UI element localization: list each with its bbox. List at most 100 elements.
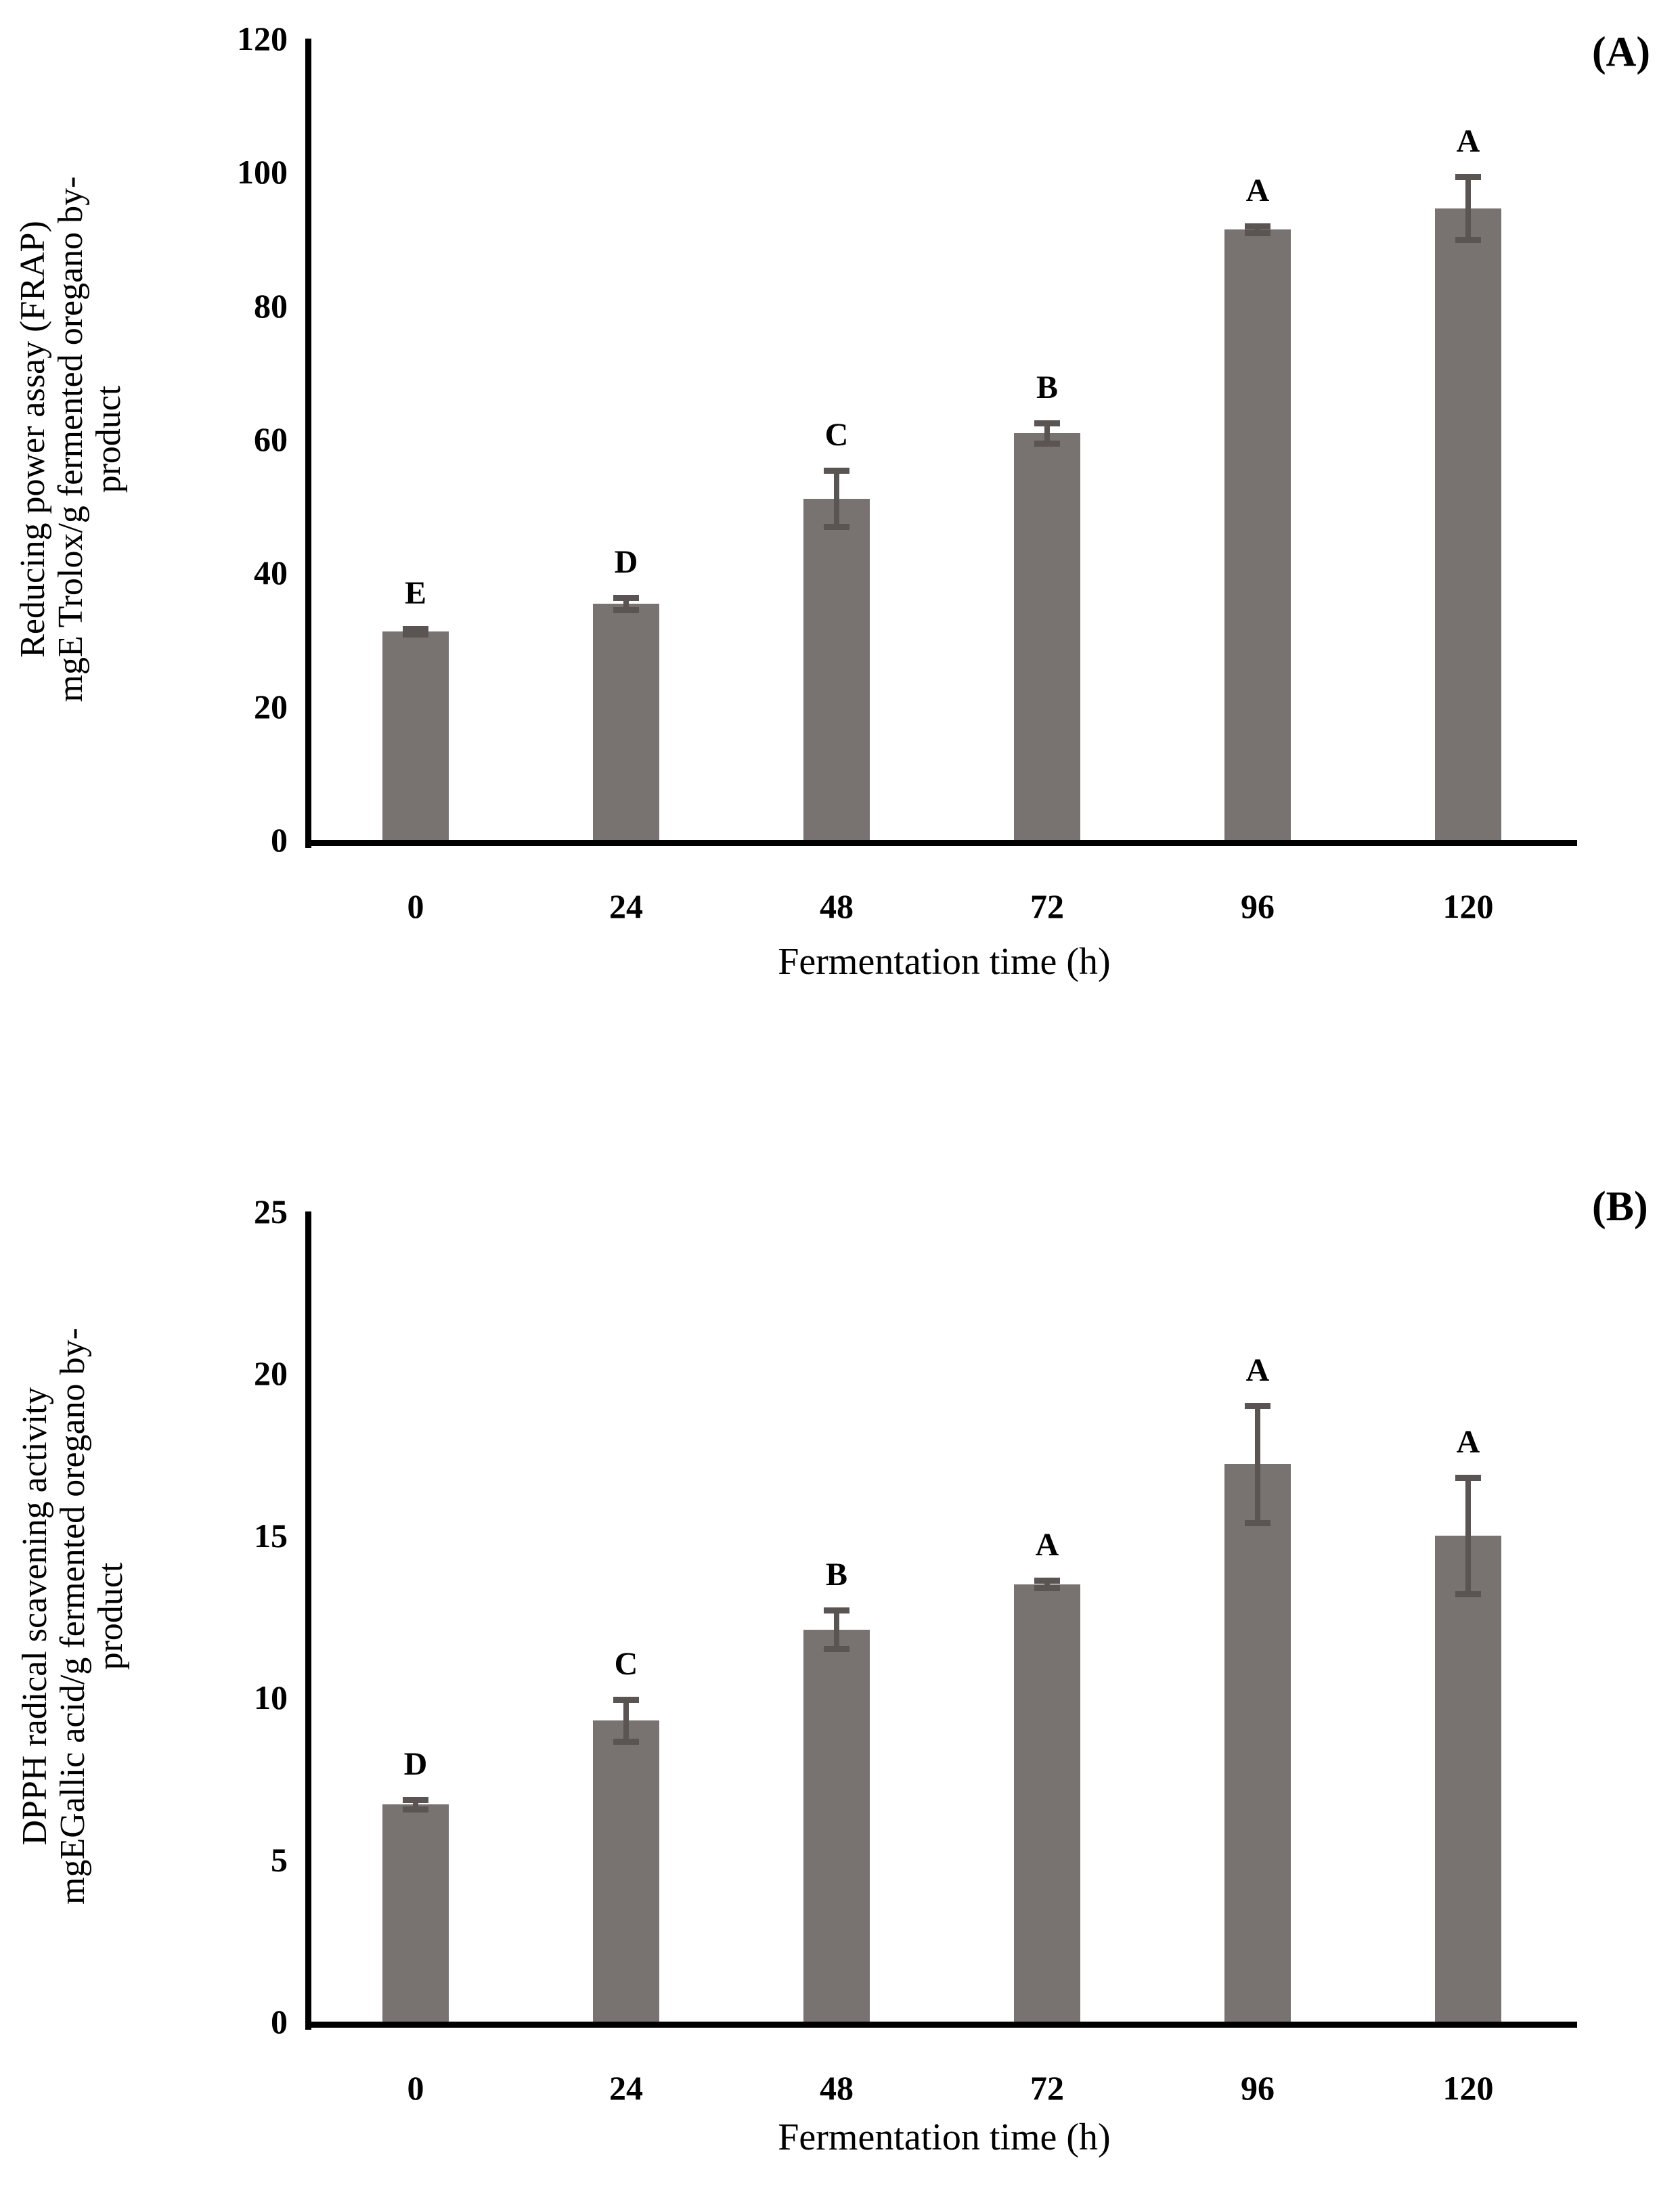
error-bar-cap-top (1455, 1474, 1481, 1481)
error-bar-cap-bottom (1034, 440, 1060, 447)
error-bar-cap-top (824, 468, 849, 474)
bar-96h (1224, 1464, 1291, 2022)
panel-a-tag: (A) (1592, 29, 1651, 75)
significance-letter: B (825, 1556, 847, 1593)
error-bar-cap-bottom (1455, 1590, 1481, 1597)
significance-letter: A (1456, 1423, 1480, 1460)
bar-120h (1435, 208, 1501, 840)
y-axis-line (305, 39, 311, 848)
significance-letter: C (614, 1645, 638, 1682)
x-axis-line (305, 2022, 1577, 2028)
error-bar-cap-top (613, 594, 639, 601)
bar-24h (593, 1720, 659, 2022)
error-bar-line (1465, 1477, 1471, 1594)
error-bar-cap-top (824, 1607, 849, 1614)
y-tick-label: 0 (271, 821, 288, 859)
bar-72h (1014, 1584, 1080, 2022)
error-bar-line (834, 1609, 839, 1649)
error-bar-cap-top (1245, 1403, 1270, 1410)
y-tick-label: 60 (254, 420, 288, 458)
error-bar-line (834, 470, 839, 527)
error-bar-cap-bottom (1455, 236, 1481, 243)
x-tick-label: 120 (1442, 2069, 1494, 2107)
bar-0h (382, 1804, 449, 2022)
error-bar-line (1044, 1580, 1050, 1588)
x-tick-label: 72 (1030, 2069, 1064, 2107)
error-bar-cap-top (1034, 1577, 1060, 1584)
significance-letter: A (1245, 1352, 1270, 1389)
panel-a-x-axis-title: Fermentation time (h) (778, 941, 1111, 983)
y-tick-label: 40 (254, 554, 288, 592)
error-bar-cap-bottom (1034, 1585, 1060, 1592)
x-tick-label: 48 (820, 887, 854, 925)
error-bar-line (1465, 177, 1471, 240)
error-bar-cap-bottom (613, 606, 639, 613)
significance-letter: E (404, 575, 426, 612)
y-tick-label: 100 (237, 153, 288, 192)
x-tick-label: 72 (1030, 887, 1064, 925)
significance-letter: A (1456, 123, 1480, 160)
error-bar-cap-top (1245, 223, 1270, 230)
y-axis-title-line: DPPH radical scavening activity (16, 1387, 54, 1846)
y-tick-label: 0 (271, 2003, 288, 2041)
x-tick-label: 120 (1442, 887, 1494, 925)
error-bar-cap-bottom (1245, 1519, 1270, 1526)
panel-a-y-axis-title: Reducing power assay (FRAP) mgE Trolox/g … (14, 177, 128, 703)
y-axis-title-line: product (89, 385, 128, 493)
x-tick-label: 24 (609, 2069, 643, 2107)
error-bar-cap-top (403, 1797, 428, 1804)
significance-letter: A (1035, 1526, 1059, 1563)
y-tick-label: 10 (254, 1678, 288, 1717)
error-bar-cap-bottom (613, 1738, 639, 1745)
x-tick-label: 0 (407, 887, 424, 925)
panel-b-tag: (B) (1592, 1184, 1648, 1230)
bar-96h (1224, 229, 1291, 840)
error-bar-line (413, 1800, 418, 1810)
significance-letter: C (824, 417, 849, 453)
error-bar-cap-top (613, 1696, 639, 1703)
y-axis-title-line: Reducing power assay (FRAP) (14, 221, 52, 658)
x-axis-line (305, 840, 1577, 846)
x-tick-label: 0 (407, 2069, 424, 2107)
y-tick-label: 15 (254, 1516, 288, 1555)
panel-b-y-axis-title: DPPH radical scavening activity mgEGallic… (16, 1328, 130, 1905)
significance-letter: D (614, 543, 638, 580)
error-bar-cap-bottom (403, 631, 428, 638)
y-tick-label: 25 (254, 1193, 288, 1230)
x-tick-label: 96 (1241, 2069, 1275, 2107)
error-bar-line (1255, 226, 1260, 233)
error-bar-line (623, 597, 629, 610)
bar-48h (803, 1629, 870, 2022)
error-bar-cap-bottom (824, 524, 849, 531)
x-tick-label: 24 (609, 887, 643, 925)
error-bar-line (1044, 423, 1050, 443)
error-bar-line (1255, 1406, 1260, 1523)
y-axis-title-line: mgEGallic acid/g fermented oregano by- (53, 1328, 92, 1905)
error-bar-cap-bottom (824, 1646, 849, 1653)
bar-24h (593, 603, 659, 840)
error-bar-line (413, 629, 418, 635)
y-tick-label: 80 (254, 286, 288, 325)
error-bar-cap-top (1034, 420, 1060, 427)
y-tick-label: 20 (254, 687, 288, 726)
error-bar-cap-bottom (403, 1806, 428, 1813)
error-bar-cap-top (403, 626, 428, 633)
y-tick-label: 5 (271, 1840, 288, 1879)
significance-letter: A (1245, 173, 1270, 209)
y-axis-title-line: product (91, 1562, 130, 1670)
y-axis-title-line: mgE Trolox/g fermented oregano by- (51, 176, 90, 703)
error-bar-cap-bottom (1245, 230, 1270, 237)
bar-120h (1435, 1535, 1501, 2022)
error-bar-line (623, 1699, 629, 1741)
y-axis-line (305, 1211, 311, 2030)
bar-0h (382, 631, 449, 840)
error-bar-cap-top (1455, 174, 1481, 181)
significance-letter: B (1036, 370, 1058, 406)
x-tick-label: 96 (1241, 887, 1275, 925)
x-tick-label: 48 (820, 2069, 854, 2107)
bar-48h (803, 498, 870, 840)
panel-b-x-axis-title: Fermentation time (h) (778, 2116, 1111, 2158)
y-tick-label: 120 (237, 20, 288, 58)
